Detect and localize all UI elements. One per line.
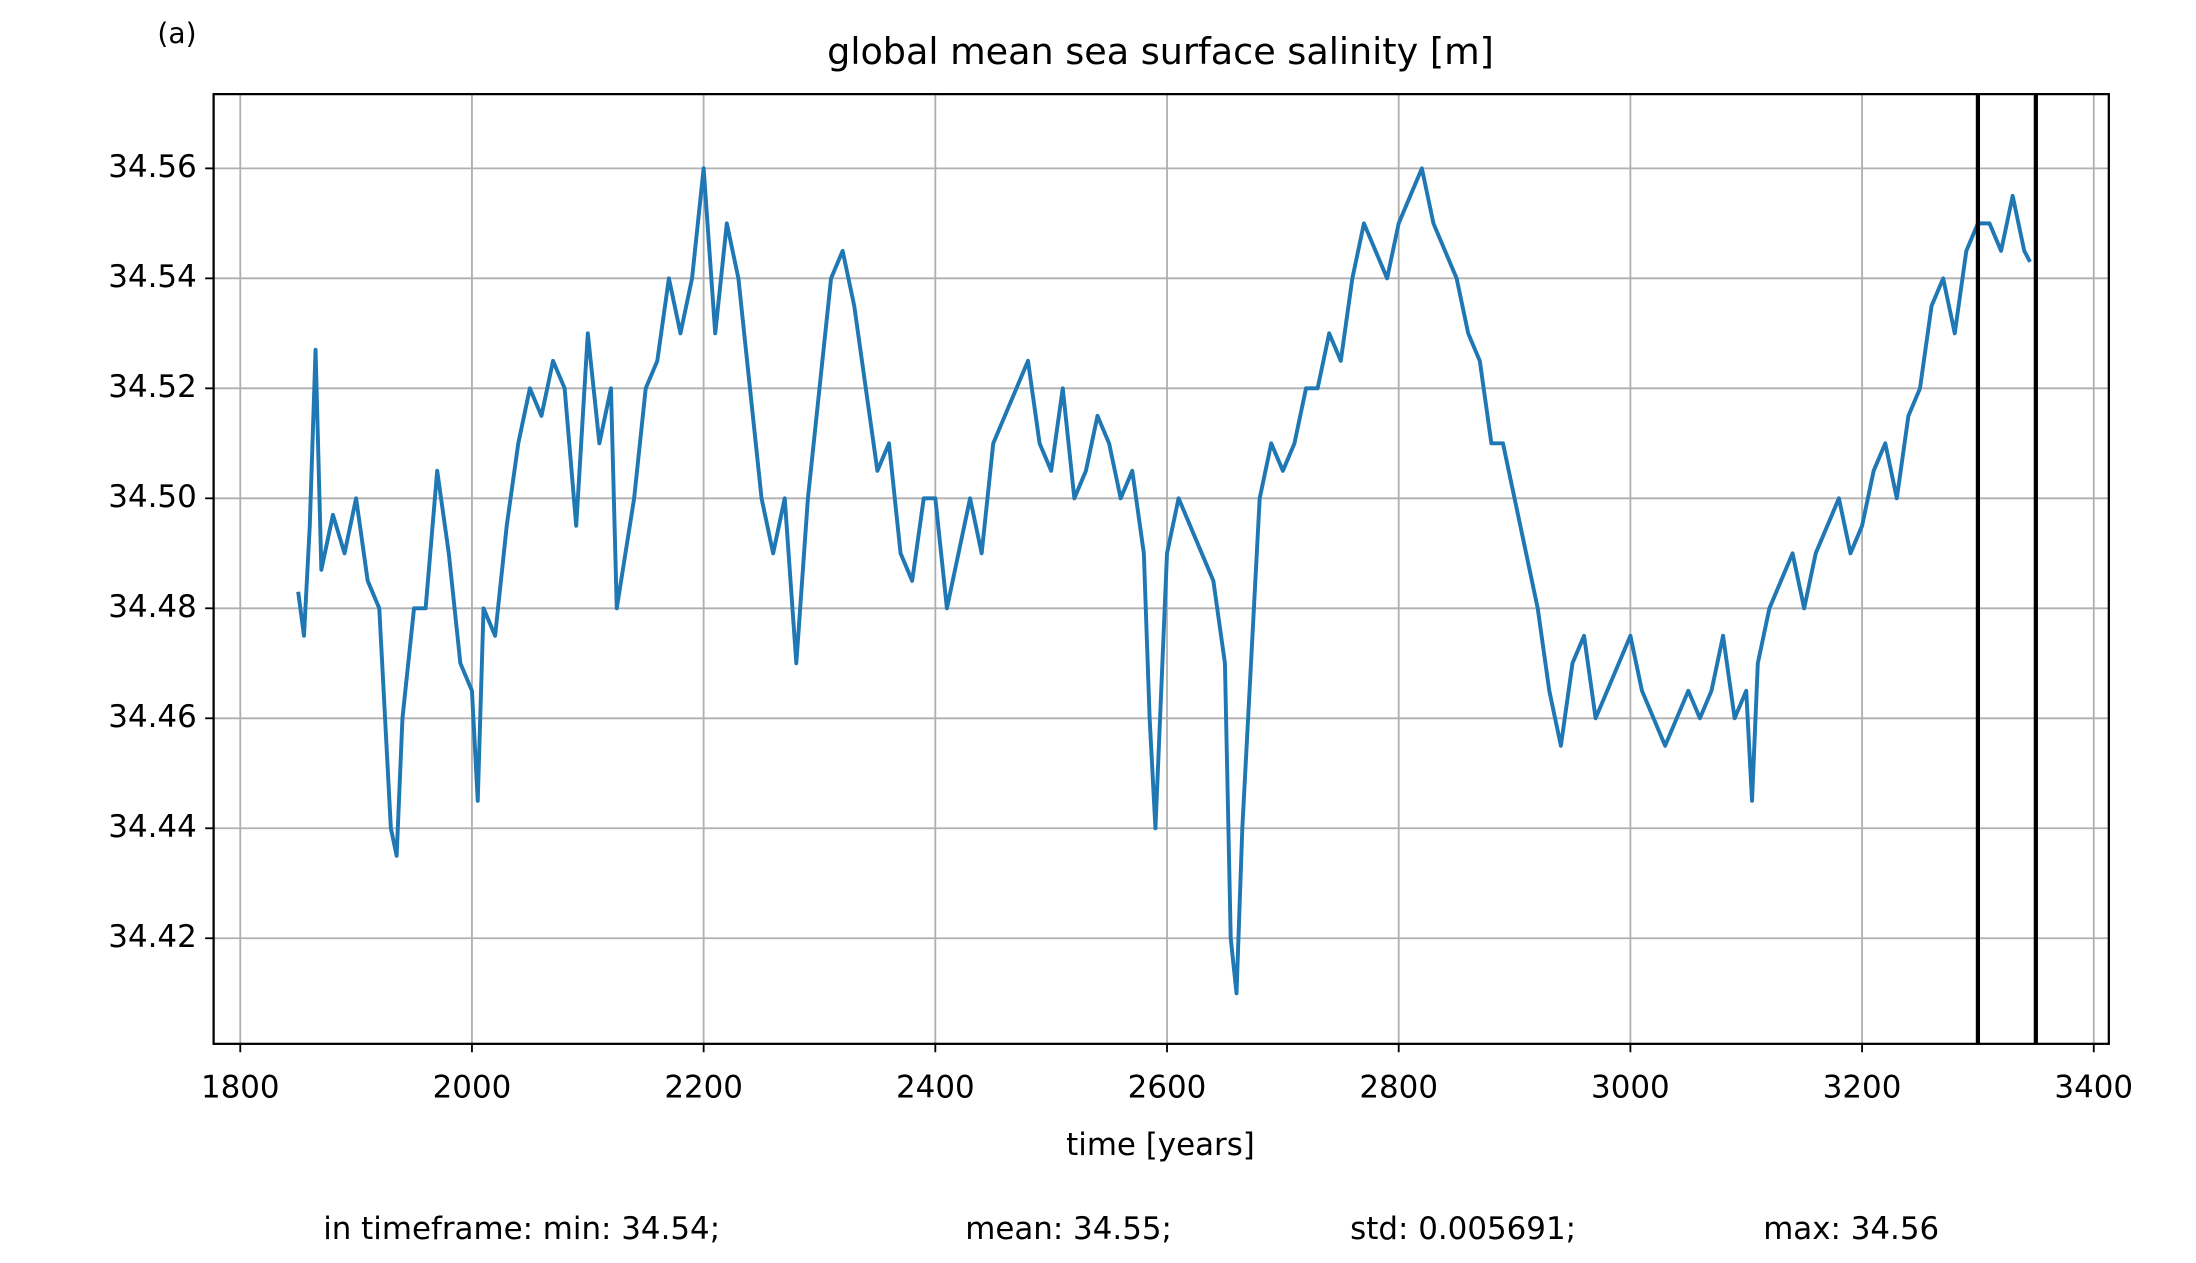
- x-tick-label: 2400: [896, 1069, 975, 1105]
- y-tick-label: 34.46: [108, 699, 196, 735]
- x-tick-label: 3000: [1591, 1069, 1670, 1105]
- y-tick-label: 34.52: [108, 369, 196, 405]
- y-tick-label: 34.56: [108, 149, 196, 185]
- stat-text: max: 34.56: [1763, 1211, 1939, 1247]
- y-tick-label: 34.48: [108, 589, 196, 625]
- y-tick-label: 34.44: [108, 809, 196, 845]
- chart-title: global mean sea surface salinity [m]: [827, 30, 1494, 73]
- stat-text: std: 0.005691;: [1350, 1211, 1576, 1247]
- x-tick-label: 3400: [2054, 1069, 2133, 1105]
- data-line: [296, 166, 2032, 996]
- x-tick-label: 2600: [1128, 1069, 1207, 1105]
- x-tick-label: 3200: [1823, 1069, 1902, 1105]
- x-tick-label: 2000: [433, 1069, 512, 1105]
- x-tick-label: 2200: [664, 1069, 743, 1105]
- x-axis-label: time [years]: [1066, 1127, 1255, 1163]
- y-tick-label: 34.42: [108, 919, 196, 955]
- stat-text: in timeframe: min: 34.54;: [323, 1211, 720, 1247]
- y-tick-label: 34.54: [108, 259, 196, 295]
- stat-text: mean: 34.55;: [965, 1211, 1172, 1247]
- x-tick-label: 2800: [1359, 1069, 1438, 1105]
- y-tick-label: 34.50: [108, 479, 196, 515]
- x-tick-label: 1800: [201, 1069, 280, 1105]
- panel-label: (a): [157, 17, 196, 50]
- plot-frame: [212, 93, 2110, 1045]
